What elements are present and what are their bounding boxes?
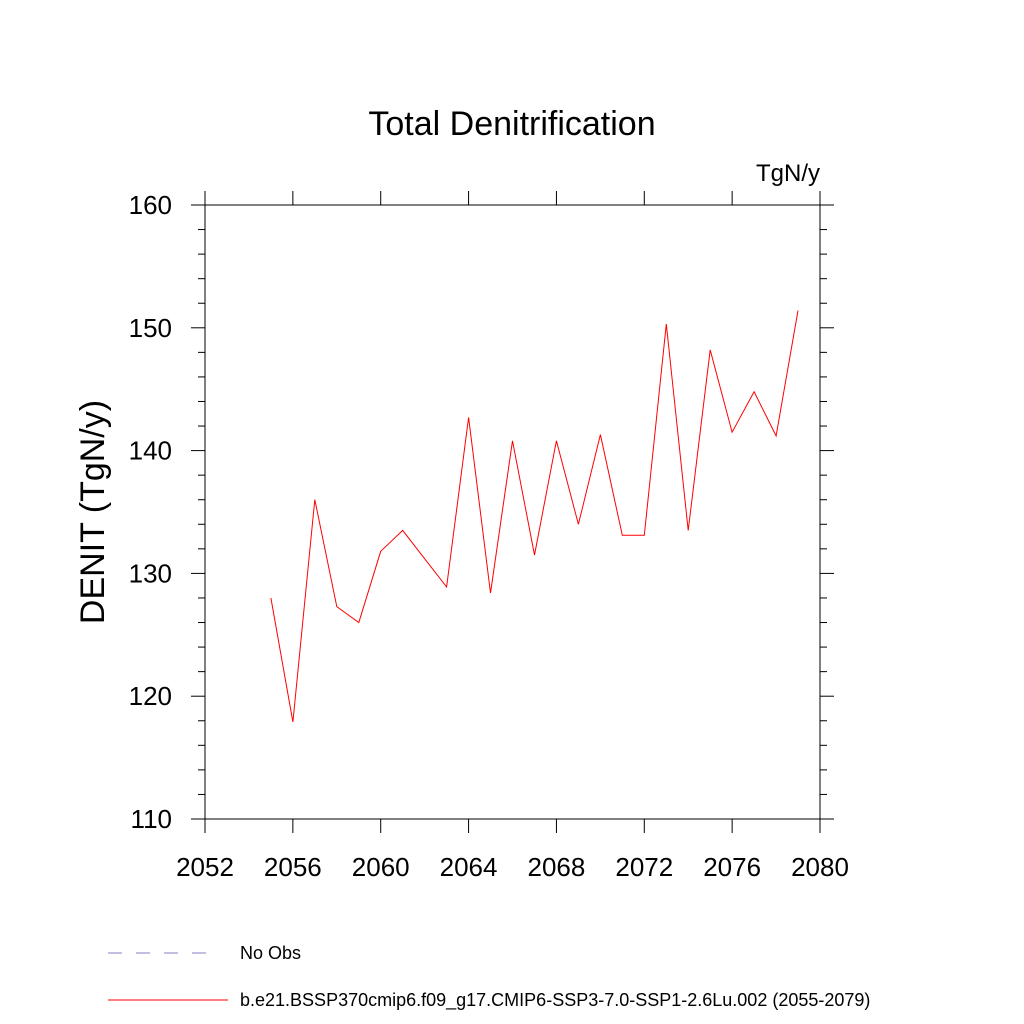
legend-label-model: b.e21.BSSP370cmip6.f09_g17.CMIP6-SSP3-7.… xyxy=(240,990,870,1011)
x-tick-label: 2056 xyxy=(264,852,322,882)
y-tick-label: 120 xyxy=(129,681,172,711)
x-tick-labels: 2052 2056 2060 2064 2068 2072 2076 2080 xyxy=(176,852,849,882)
x-tick-label: 2060 xyxy=(352,852,410,882)
axis-ticks xyxy=(191,191,834,833)
legend-label-no-obs: No Obs xyxy=(240,943,301,963)
x-tick-label: 2072 xyxy=(615,852,673,882)
series-layer xyxy=(270,310,799,723)
y-tick-label: 110 xyxy=(131,804,172,834)
y-tick-label: 140 xyxy=(129,436,172,466)
x-tick-label: 2080 xyxy=(791,852,849,882)
y-axis-label: DENIT (TgN/y) xyxy=(74,400,112,624)
y-tick-labels: 110 120 130 140 150 160 xyxy=(129,190,172,834)
chart-title: Total Denitrification xyxy=(368,105,655,143)
legend: No Obs b.e21.BSSP370cmip6.f09_g17.CMIP6-… xyxy=(108,943,870,1011)
x-tick-label: 2076 xyxy=(703,852,761,882)
plot-frame xyxy=(204,204,821,820)
x-tick-label: 2064 xyxy=(440,852,498,882)
units-label: TgN/y xyxy=(756,160,820,187)
series-line-0 xyxy=(270,310,799,723)
x-tick-label: 2052 xyxy=(176,852,234,882)
y-tick-label: 150 xyxy=(129,313,172,343)
y-tick-label: 160 xyxy=(129,190,172,220)
x-tick-label: 2068 xyxy=(528,852,586,882)
y-tick-label: 130 xyxy=(129,558,172,588)
